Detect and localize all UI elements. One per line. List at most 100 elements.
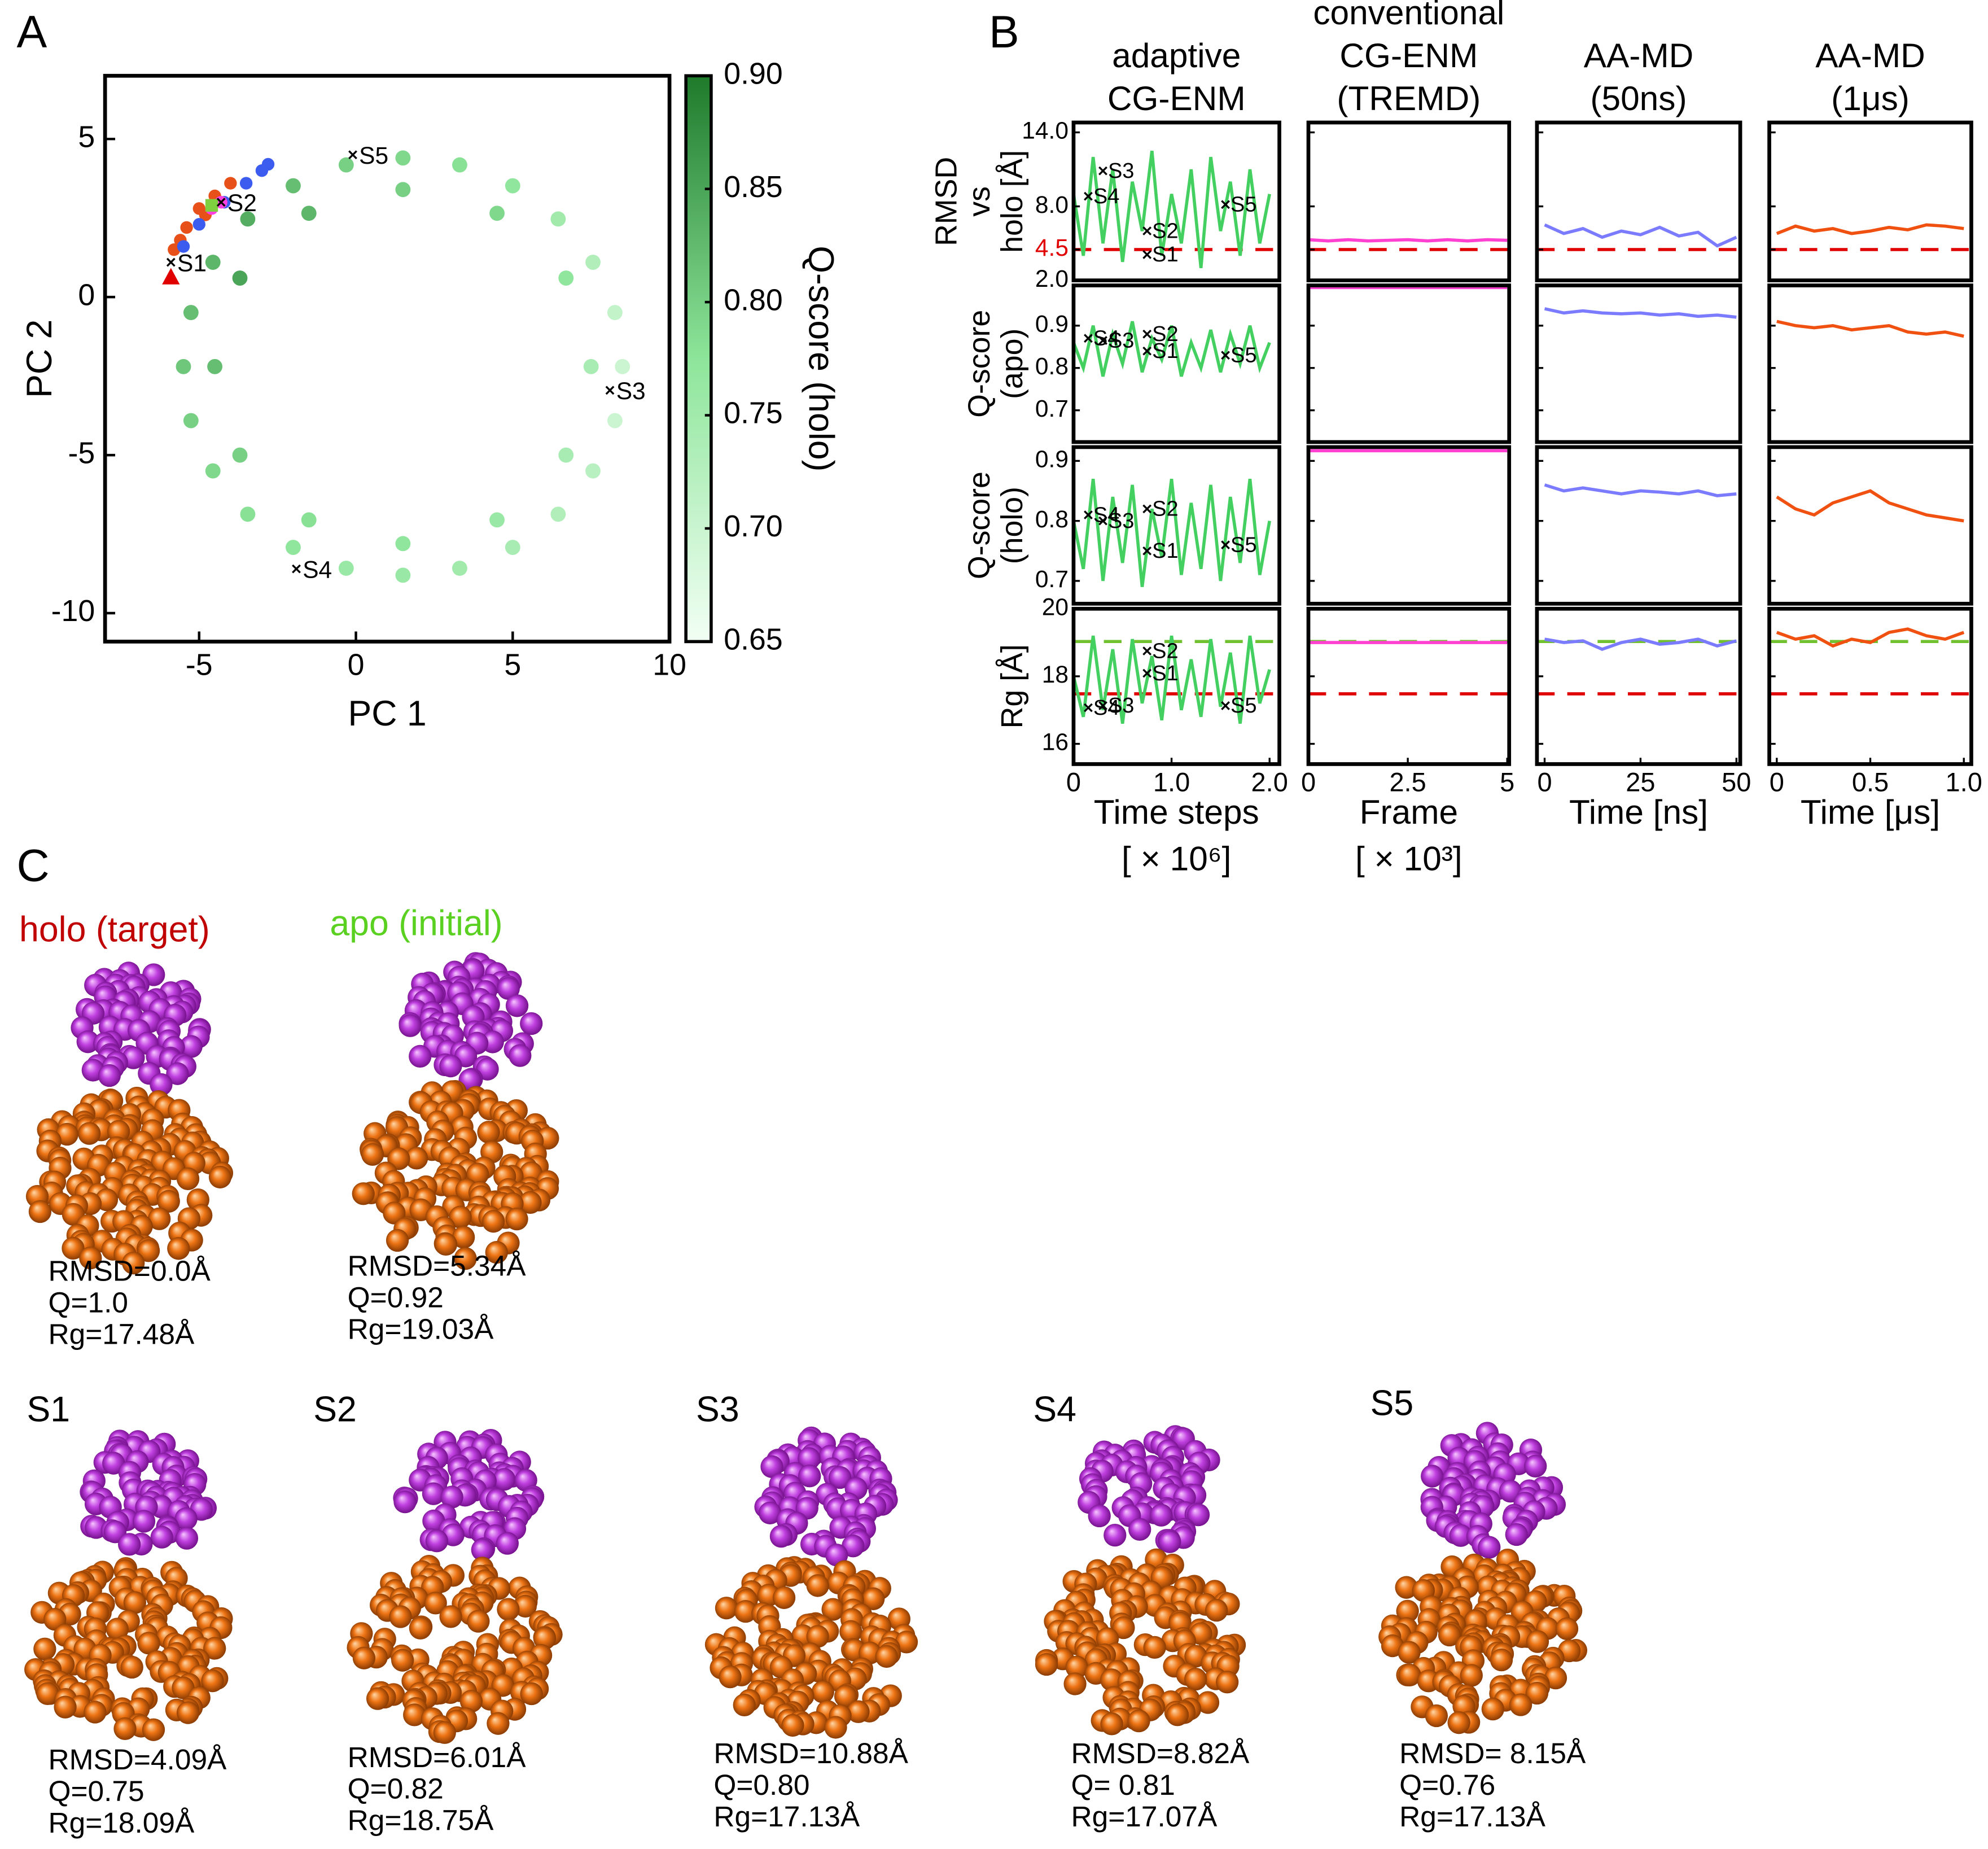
structure-metric: Q=0.76 [1399, 1768, 1495, 1801]
column-title: CG-ENM [1107, 79, 1246, 117]
y-tick-label: 4.5 [1035, 235, 1069, 261]
y-tick-label: -10 [51, 594, 95, 628]
annotation-label: S1 [1152, 339, 1179, 363]
atom-sphere [440, 1485, 463, 1509]
scatter-point [338, 157, 354, 173]
atom-sphere [1421, 1465, 1444, 1488]
scatter-point [207, 359, 222, 374]
atom-sphere [1460, 1664, 1483, 1687]
plot-frame [1535, 606, 1742, 766]
atom-sphere [1525, 1681, 1549, 1705]
annotation-cross [1084, 191, 1093, 201]
column-title: AA-MD [1815, 36, 1925, 75]
atom-sphere [798, 1447, 821, 1470]
atom-sphere [1143, 1636, 1166, 1659]
y-axis-label: (apo) [995, 329, 1029, 399]
atom-sphere [1505, 1523, 1528, 1546]
atom-sphere [477, 1121, 500, 1144]
atom-sphere [62, 1236, 85, 1260]
series-line [1776, 627, 1965, 648]
scatter-point [183, 413, 199, 429]
atom-sphere [1490, 1649, 1513, 1672]
atom-sphere [519, 1191, 542, 1214]
atom-sphere [148, 1207, 171, 1230]
annotation-label: S5 [359, 143, 388, 169]
atom-sphere [759, 1501, 782, 1524]
column-title: (1μs) [1831, 79, 1910, 117]
y-tick-label: 5 [78, 120, 95, 154]
series-line [1544, 223, 1737, 248]
scatter-point [395, 182, 411, 198]
atom-sphere [467, 1610, 490, 1633]
atom-sphere [1481, 1697, 1504, 1721]
structure-metric: Q= 0.81 [1071, 1768, 1175, 1801]
atom-sphere [422, 1482, 445, 1505]
atom-sphere [769, 1524, 793, 1548]
annotation-cross [1098, 166, 1107, 176]
scatter-point [505, 540, 520, 555]
y-tick-label: 0.7 [1035, 566, 1069, 593]
atom-sphere [1100, 1712, 1123, 1736]
atom-sphere [520, 1682, 543, 1706]
annotation-cross [1221, 200, 1230, 209]
scatter-point [286, 540, 301, 555]
annotation-cross [1142, 546, 1152, 556]
atom-sphere [150, 1073, 173, 1096]
atom-sphere [772, 1586, 796, 1609]
structure-metric: Q=0.80 [713, 1768, 809, 1801]
plot-frame [1071, 445, 1281, 606]
atom-sphere [201, 1669, 224, 1693]
atom-sphere [875, 1645, 898, 1668]
scatter-point [177, 240, 190, 253]
annotation-cross [1084, 334, 1093, 343]
atom-sphere [1186, 1503, 1210, 1527]
atom-sphere [352, 1646, 376, 1669]
annotation-label: S3 [1108, 159, 1135, 183]
structure-title: S3 [696, 1390, 739, 1430]
atom-sphere [806, 1625, 829, 1648]
series-line [1072, 321, 1271, 377]
atom-sphere [386, 1229, 409, 1252]
structure-title: holo (target) [19, 910, 210, 949]
x-tick-label: 0 [1066, 767, 1081, 797]
annotation-cross [1084, 703, 1093, 713]
scatter-point [239, 177, 253, 190]
y-tick-label: 0.9 [1035, 447, 1069, 473]
x-axis-label: [ × 10³] [1355, 840, 1462, 878]
annotation-label: S5 [1231, 344, 1257, 368]
atom-sphere [78, 1122, 101, 1145]
atom-sphere [719, 1666, 742, 1689]
scatter-point [232, 270, 248, 286]
y-tick-label: 2.0 [1035, 266, 1069, 292]
atom-sphere [828, 1466, 852, 1489]
structure-metric: Rg=17.13Å [713, 1800, 860, 1833]
atom-sphere [366, 1687, 389, 1710]
y-tick-label: 0.8 [1035, 506, 1069, 533]
plot-frame [1306, 606, 1512, 766]
structure-metric: Rg=18.09Å [48, 1806, 195, 1839]
y-tick-label: 0.8 [1035, 353, 1069, 380]
x-tick-label: 1.0 [1153, 767, 1190, 797]
atom-sphere [505, 994, 529, 1017]
atom-sphere [361, 1143, 384, 1166]
atom-sphere [1216, 1671, 1239, 1694]
annotation-label: S4 [1093, 327, 1119, 351]
structure-title: apo (initial) [330, 903, 502, 943]
atom-sphere [1104, 1523, 1127, 1547]
annotation-cross [1084, 510, 1093, 519]
atom-sphere [733, 1693, 756, 1717]
y-tick-label: -5 [68, 436, 95, 470]
y-tick-label: 16 [1042, 729, 1069, 756]
atom-sphere [424, 1592, 447, 1615]
atom-sphere [434, 1232, 458, 1256]
structure-title: S4 [1033, 1390, 1076, 1430]
x-tick-label: -5 [186, 648, 213, 681]
atom-sphere [821, 1598, 844, 1621]
plot-frame [1767, 283, 1973, 444]
structure-metric: RMSD=10.88Å [713, 1737, 908, 1769]
atom-sphere [176, 1167, 200, 1190]
atom-sphere [1127, 1710, 1150, 1733]
structure-title: S5 [1370, 1383, 1414, 1423]
atom-sphere [106, 1618, 129, 1641]
